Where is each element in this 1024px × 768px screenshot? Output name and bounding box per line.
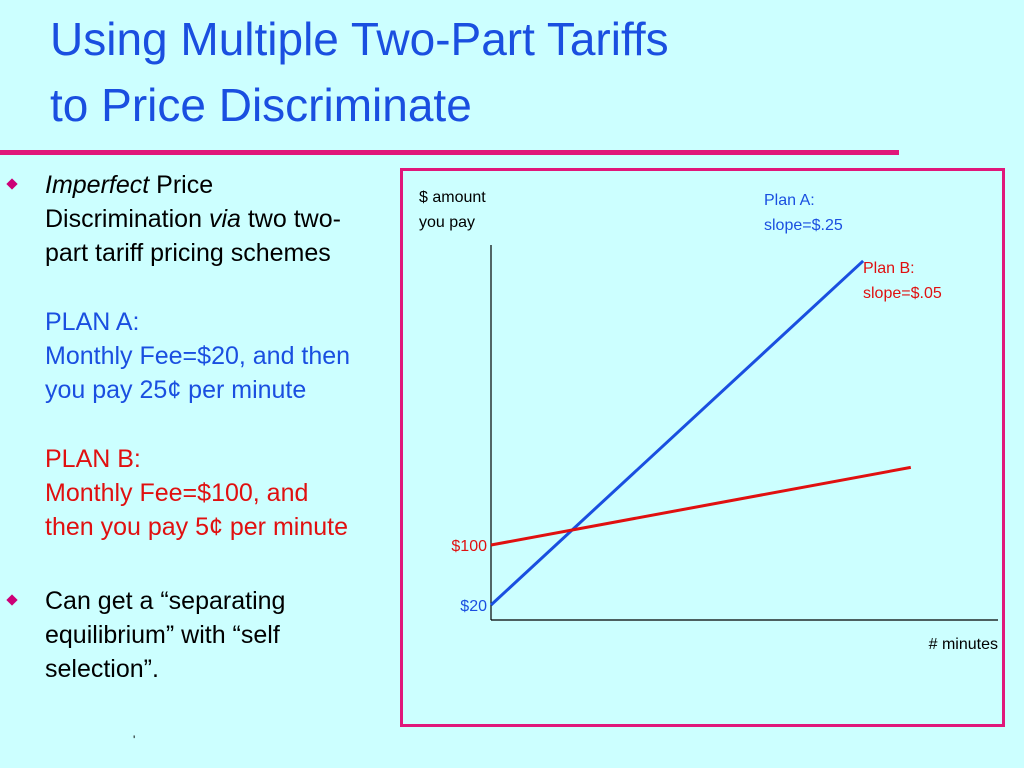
bullet1-line1-rest: Price [149,171,214,199]
italic-via: via [208,205,241,233]
plan-b-line [490,465,912,547]
plan-b-line2: then you pay 5¢ per minute [45,513,348,541]
plan-b-intercept-label: $100 [451,538,487,555]
bullet2-line1: Can get a “separating [45,587,286,615]
plan-a-line2: you pay 25¢ per minute [45,376,307,404]
plan-a-line [489,259,865,607]
plan-b-legend-line1: Plan B: [863,260,915,277]
x-axis-label: # minutes [929,636,998,653]
plan-a-line1: Monthly Fee=$20, and then [45,342,351,370]
bullet2-line3: selection”. [45,655,159,683]
title-divider [0,150,899,155]
plan-a-heading: PLAN A: [45,308,140,336]
y-axis-label-line1: $ amount [419,189,486,206]
plan-a-legend-line1: Plan A: [764,192,815,209]
bullet1-line2-end: two two- [240,205,341,233]
plan-a-legend-line2: slope=$.25 [764,217,843,234]
bullet1-line2: Discrimination via two two- [45,202,341,236]
plan-b-heading: PLAN B: [45,445,141,473]
plan-a-intercept-label: $20 [460,598,487,615]
plan-b-legend-line2: slope=$.05 [863,285,942,302]
bullet1-line1: Imperfect Price [45,168,213,202]
slide-title: Using Multiple Two-Part Tariffs to Price… [50,6,950,138]
bullet1-line2-start: Discrimination [45,205,209,233]
title-line-1: Using Multiple Two-Part Tariffs [50,13,669,65]
footnote-mark: ' [133,733,136,747]
plan-b-line1: Monthly Fee=$100, and [45,479,309,507]
chart-frame [400,168,1005,727]
title-line-2: to Price Discriminate [50,79,472,131]
bullet2-line2: equilibrium” with “self [45,621,280,649]
bullet1-line3: part tariff pricing schemes [45,239,331,267]
y-axis-label-line2: you pay [419,214,475,231]
italic-imperfect: Imperfect [45,171,150,199]
